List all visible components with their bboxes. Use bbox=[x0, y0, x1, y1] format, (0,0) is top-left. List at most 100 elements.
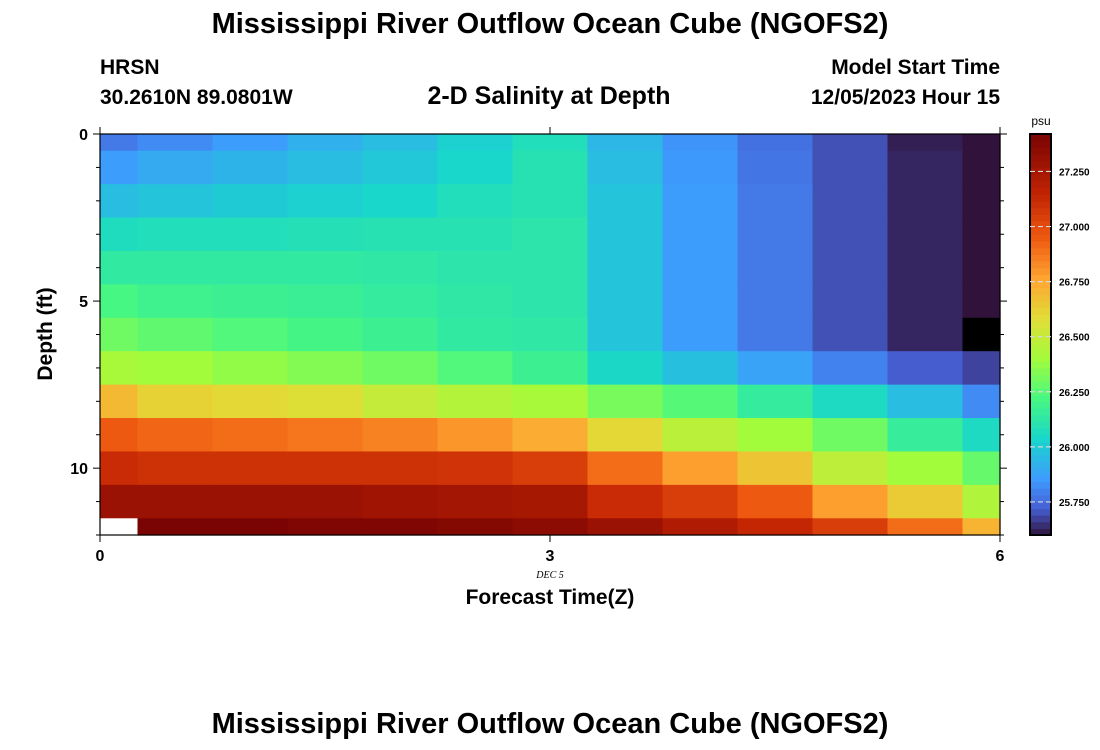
y-tick-label: 0 bbox=[79, 127, 88, 144]
colorbar-tick-label: 27.000 bbox=[1059, 223, 1090, 234]
heatmap-cell bbox=[437, 134, 514, 152]
heatmap-cell bbox=[137, 351, 214, 386]
heatmap-cell bbox=[737, 284, 814, 319]
colorbar-segment bbox=[1030, 361, 1051, 369]
heatmap-cell bbox=[437, 418, 514, 453]
heatmap-cell bbox=[512, 134, 589, 152]
heatmap-cell bbox=[287, 134, 364, 152]
heatmap-cell bbox=[512, 317, 589, 352]
colorbar-segment bbox=[1030, 374, 1051, 382]
heatmap-cell bbox=[137, 150, 214, 185]
heatmap-cell bbox=[512, 451, 589, 486]
colorbar-segment bbox=[1030, 367, 1051, 376]
heatmap-cell bbox=[100, 451, 139, 486]
heatmap-cell bbox=[437, 317, 514, 352]
heatmap-cell bbox=[137, 451, 214, 486]
colorbar-segment bbox=[1030, 528, 1051, 536]
colorbar-tick-label: 26.750 bbox=[1059, 278, 1090, 289]
heatmap-cell bbox=[662, 518, 739, 536]
heatmap-cell bbox=[287, 150, 364, 185]
colorbar-segment bbox=[1030, 488, 1051, 496]
heatmap-cell bbox=[100, 518, 139, 536]
heatmap-cell bbox=[662, 317, 739, 352]
heatmap-cell bbox=[100, 418, 139, 453]
colorbar-segment bbox=[1030, 154, 1051, 162]
heatmap-cell bbox=[887, 284, 964, 319]
heatmap-cell bbox=[287, 518, 364, 536]
heatmap-cell bbox=[812, 384, 889, 419]
heatmap-cell bbox=[662, 250, 739, 285]
heatmap-cell bbox=[512, 384, 589, 419]
heatmap-cell bbox=[887, 217, 964, 252]
colorbar-segment bbox=[1030, 341, 1051, 349]
colorbar-segment bbox=[1030, 200, 1051, 209]
heatmap-cell bbox=[287, 418, 364, 453]
heatmap-cell bbox=[662, 217, 739, 252]
heatmap-cell bbox=[962, 518, 1001, 536]
main-title: Mississippi River Outflow Ocean Cube (NG… bbox=[211, 8, 889, 40]
heatmap-cell bbox=[100, 384, 139, 419]
chart-subtitle: 2-D Salinity at Depth bbox=[427, 82, 671, 110]
heatmap-cell bbox=[100, 217, 139, 252]
model-start-label: Model Start Time bbox=[831, 56, 1000, 79]
heatmap-cell bbox=[662, 351, 739, 386]
heatmap-cell bbox=[512, 250, 589, 285]
heatmap-cell bbox=[287, 384, 364, 419]
colorbar-segment bbox=[1030, 448, 1051, 456]
heatmap-cell bbox=[362, 384, 439, 419]
heatmap-cell bbox=[212, 451, 289, 486]
colorbar-segment bbox=[1030, 394, 1051, 402]
heatmap-cell bbox=[287, 484, 364, 519]
heatmap-cell bbox=[587, 351, 664, 386]
heatmap-cell bbox=[287, 184, 364, 219]
colorbar-segment bbox=[1030, 240, 1051, 249]
colorbar-segment bbox=[1030, 281, 1051, 289]
heatmap-cell bbox=[512, 418, 589, 453]
colorbar-segment bbox=[1030, 354, 1051, 362]
colorbar-segment bbox=[1030, 347, 1051, 356]
heatmap-cell bbox=[737, 418, 814, 453]
colorbar-segment bbox=[1030, 220, 1051, 229]
heatmap-cell bbox=[887, 150, 964, 185]
heatmap-cell bbox=[212, 351, 289, 386]
heatmap-cell bbox=[137, 384, 214, 419]
heatmap-cell bbox=[137, 250, 214, 285]
heatmap-cell bbox=[287, 317, 364, 352]
heatmap-cells bbox=[100, 134, 1001, 536]
colorbar-segment bbox=[1030, 187, 1051, 195]
heatmap-cell bbox=[887, 351, 964, 386]
heatmap-cell bbox=[137, 184, 214, 219]
heatmap-cell bbox=[737, 134, 814, 152]
heatmap-cell bbox=[137, 217, 214, 252]
heatmap-cell bbox=[437, 451, 514, 486]
heatmap-cell bbox=[662, 184, 739, 219]
heatmap-cell bbox=[287, 451, 364, 486]
colorbar-segment bbox=[1030, 334, 1051, 342]
colorbar-segment bbox=[1030, 267, 1051, 275]
heatmap-cell bbox=[287, 250, 364, 285]
heatmap-cell bbox=[962, 250, 1001, 285]
heatmap-cell bbox=[737, 250, 814, 285]
heatmap-cell bbox=[362, 351, 439, 386]
colorbar-segment bbox=[1030, 307, 1051, 316]
colorbar-segment bbox=[1030, 207, 1051, 215]
colorbar-segment bbox=[1030, 327, 1051, 336]
heatmap-cell bbox=[812, 317, 889, 352]
heatmap-cell bbox=[812, 150, 889, 185]
heatmap-cell bbox=[437, 150, 514, 185]
colorbar: 25.750 26.000 26.250 26.500 26.750 27.000 27.2… bbox=[1029, 133, 1090, 536]
heatmap-cell bbox=[512, 150, 589, 185]
heatmap-cell bbox=[212, 317, 289, 352]
heatmap-cell bbox=[812, 451, 889, 486]
heatmap-cell bbox=[512, 284, 589, 319]
colorbar-frame bbox=[1029, 133, 1052, 536]
x-tick-label: 6 bbox=[996, 548, 1005, 565]
heatmap-cell bbox=[737, 150, 814, 185]
heatmap-cell bbox=[287, 351, 364, 386]
heatmap-cell bbox=[362, 250, 439, 285]
heatmap-cell bbox=[212, 284, 289, 319]
heatmap-cell bbox=[812, 484, 889, 519]
heatmap-cell bbox=[887, 184, 964, 219]
colorbar-segment bbox=[1030, 194, 1051, 202]
